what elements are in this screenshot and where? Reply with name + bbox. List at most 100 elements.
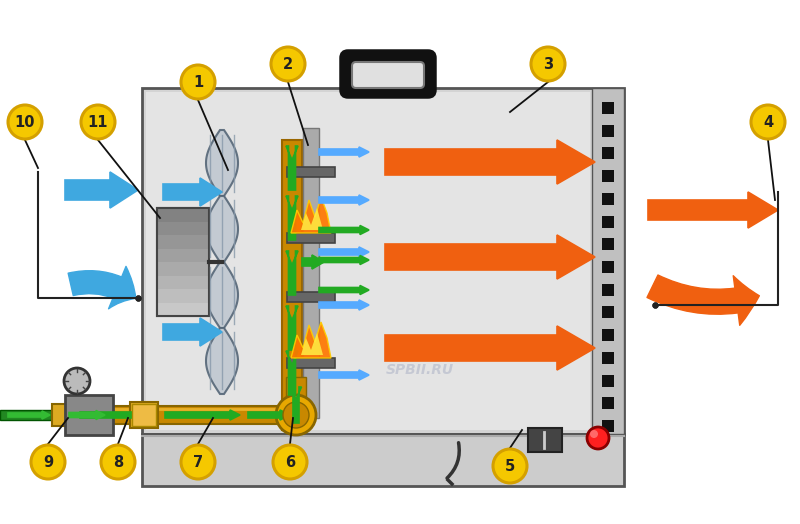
Circle shape xyxy=(64,368,90,394)
Circle shape xyxy=(531,47,565,81)
Bar xyxy=(287,233,335,243)
Polygon shape xyxy=(319,195,369,205)
Circle shape xyxy=(8,105,42,139)
Bar xyxy=(602,147,614,159)
Bar xyxy=(157,208,209,316)
Polygon shape xyxy=(165,410,240,420)
Polygon shape xyxy=(80,410,155,420)
Polygon shape xyxy=(385,235,595,279)
Bar xyxy=(528,428,562,452)
Polygon shape xyxy=(319,370,369,380)
Text: 1: 1 xyxy=(193,75,203,90)
Polygon shape xyxy=(385,140,595,184)
Polygon shape xyxy=(301,333,323,355)
Bar xyxy=(62,406,294,424)
Bar xyxy=(146,92,590,430)
Polygon shape xyxy=(319,286,369,294)
Polygon shape xyxy=(248,410,290,420)
Circle shape xyxy=(181,445,215,479)
Polygon shape xyxy=(301,208,323,230)
Bar xyxy=(65,395,113,435)
Text: 5: 5 xyxy=(505,459,515,474)
Bar xyxy=(602,125,614,137)
Bar xyxy=(132,404,156,426)
Polygon shape xyxy=(286,251,298,295)
Bar xyxy=(602,283,614,296)
Polygon shape xyxy=(319,225,369,235)
Polygon shape xyxy=(290,387,302,423)
Bar xyxy=(602,329,614,341)
Circle shape xyxy=(283,402,309,428)
Bar xyxy=(602,102,614,114)
Circle shape xyxy=(273,445,307,479)
Text: SPBII.RU: SPBII.RU xyxy=(386,363,454,377)
Polygon shape xyxy=(319,300,369,310)
Polygon shape xyxy=(302,255,324,269)
Polygon shape xyxy=(286,351,298,395)
Polygon shape xyxy=(206,130,238,196)
Text: 2: 2 xyxy=(283,57,293,72)
Bar xyxy=(286,377,306,399)
Bar xyxy=(157,208,209,222)
Bar xyxy=(0,410,62,420)
Bar xyxy=(287,292,335,302)
Text: 6: 6 xyxy=(285,455,295,470)
Text: 11: 11 xyxy=(88,115,108,130)
Bar xyxy=(592,88,624,434)
Bar xyxy=(157,208,209,316)
FancyBboxPatch shape xyxy=(341,51,435,97)
Bar xyxy=(157,262,209,276)
Bar xyxy=(602,170,614,182)
Circle shape xyxy=(276,395,316,435)
Circle shape xyxy=(590,430,598,438)
Bar xyxy=(157,248,209,262)
Circle shape xyxy=(31,445,65,479)
Polygon shape xyxy=(163,178,222,206)
Bar xyxy=(287,167,335,177)
Bar xyxy=(282,140,302,430)
Polygon shape xyxy=(286,196,298,240)
Polygon shape xyxy=(319,247,369,257)
Circle shape xyxy=(271,47,305,81)
Polygon shape xyxy=(319,147,369,157)
Bar xyxy=(157,235,209,248)
Bar xyxy=(602,215,614,227)
Polygon shape xyxy=(286,146,298,190)
Polygon shape xyxy=(385,326,595,370)
Polygon shape xyxy=(65,172,138,208)
FancyBboxPatch shape xyxy=(352,62,424,88)
Bar xyxy=(52,404,70,426)
Bar xyxy=(602,375,614,387)
Bar xyxy=(303,128,319,418)
Bar xyxy=(142,88,624,434)
Polygon shape xyxy=(69,410,105,420)
Polygon shape xyxy=(206,196,238,262)
Circle shape xyxy=(493,449,527,483)
Bar xyxy=(130,402,158,428)
Bar xyxy=(602,261,614,273)
Bar xyxy=(157,222,209,235)
Circle shape xyxy=(101,445,135,479)
Circle shape xyxy=(751,105,785,139)
Bar xyxy=(602,352,614,364)
Circle shape xyxy=(81,105,115,139)
Bar xyxy=(142,434,624,486)
Bar xyxy=(157,302,209,316)
Polygon shape xyxy=(648,192,778,228)
Bar xyxy=(602,397,614,409)
Polygon shape xyxy=(286,306,298,350)
Bar xyxy=(157,276,209,289)
Polygon shape xyxy=(8,411,50,419)
Polygon shape xyxy=(291,322,331,358)
Circle shape xyxy=(587,427,609,449)
Polygon shape xyxy=(291,197,331,233)
Text: 7: 7 xyxy=(193,455,203,470)
Bar xyxy=(602,307,614,319)
Bar xyxy=(602,193,614,205)
Polygon shape xyxy=(319,256,369,265)
Bar xyxy=(602,238,614,250)
Text: 9: 9 xyxy=(43,455,53,470)
Text: 8: 8 xyxy=(113,455,123,470)
Bar xyxy=(602,420,614,432)
Polygon shape xyxy=(206,262,238,328)
